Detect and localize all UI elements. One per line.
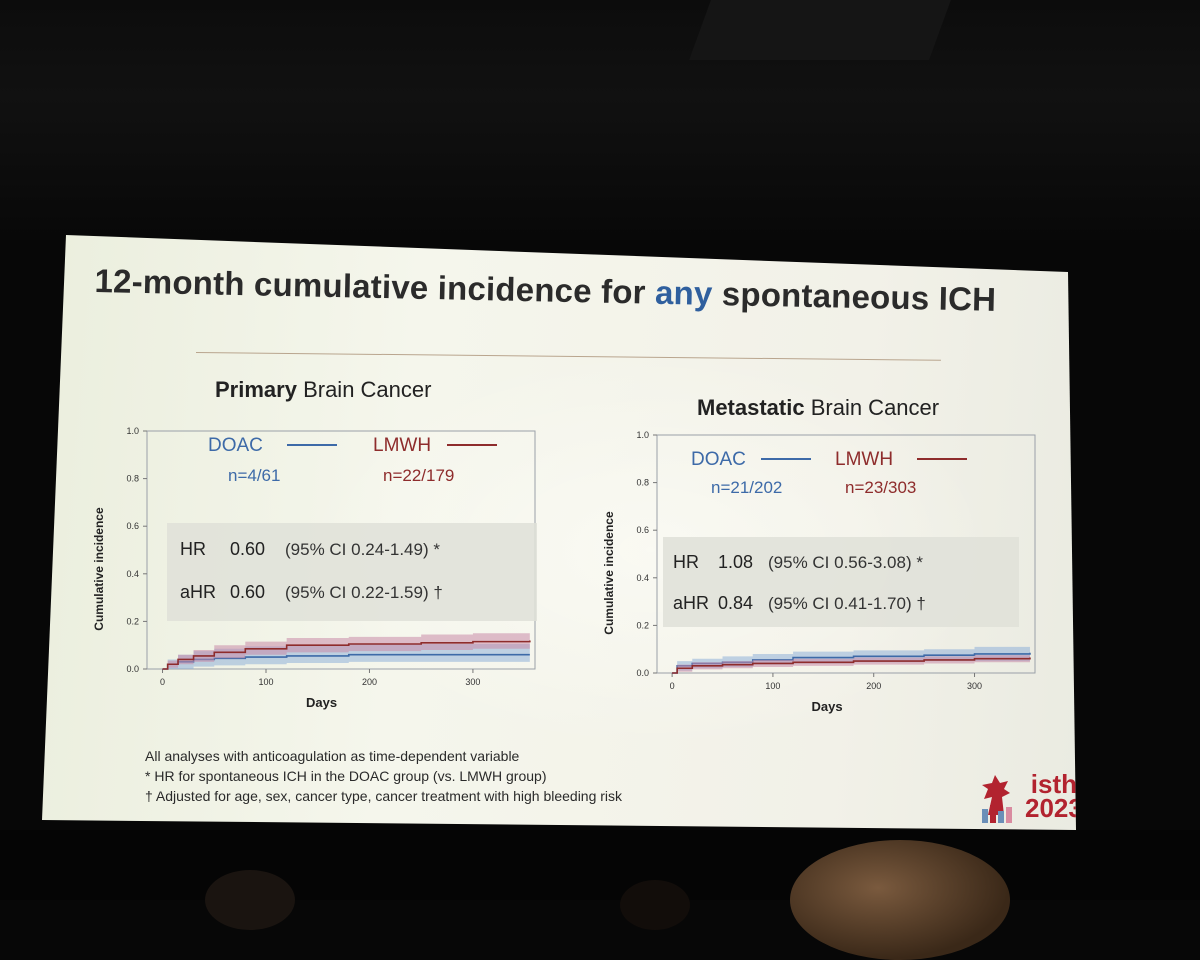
stat-value: 0.84	[718, 593, 753, 613]
stat-ci: (95% CI 0.56-3.08) *	[768, 553, 923, 572]
x-tick-label: 0	[670, 681, 675, 691]
stat-label: aHR	[180, 582, 216, 602]
y-tick-label: 0.2	[126, 616, 139, 626]
y-tick-label: 1.0	[126, 426, 139, 436]
y-tick-label: 0.6	[636, 525, 649, 535]
x-tick-label: 200	[866, 681, 881, 691]
legend-label: LMWH	[835, 449, 893, 470]
y-tick-label: 0.2	[636, 620, 649, 630]
audience-head	[790, 840, 1010, 960]
y-axis-label: Cumulative incidence	[602, 511, 616, 635]
x-tick-label: 300	[465, 677, 480, 687]
x-axis-label: Days	[812, 699, 843, 714]
slide-title: 12-month cumulative incidence for any sp…	[94, 262, 996, 319]
y-tick-label: 0.0	[126, 664, 139, 674]
stat-label: HR	[673, 552, 699, 572]
legend-label: DOAC	[691, 449, 746, 470]
ceiling-fixture	[689, 0, 951, 60]
y-tick-label: 0.6	[126, 521, 139, 531]
y-tick-label: 0.4	[636, 573, 649, 583]
logo-year: 2023	[1025, 796, 1083, 820]
audience-foreground	[0, 830, 1200, 900]
legend-n: n=23/303	[845, 478, 916, 497]
stats-box	[663, 537, 1019, 627]
footnote: † Adjusted for age, sex, cancer type, ca…	[145, 786, 622, 806]
stat-label: HR	[180, 539, 206, 559]
legend-label: DOAC	[208, 435, 263, 456]
stats-box	[167, 523, 537, 621]
panel-title-primary: Primary Brain Cancer	[215, 377, 431, 403]
y-tick-label: 0.8	[636, 478, 649, 488]
legend-n: n=4/61	[228, 466, 280, 485]
x-tick-label: 100	[765, 681, 780, 691]
stat-ci: (95% CI 0.41-1.70) †	[768, 594, 926, 613]
stat-value: 0.60	[230, 582, 265, 602]
x-tick-label: 200	[362, 677, 377, 687]
conference-logo: isth 2023	[1025, 772, 1083, 820]
stat-ci: (95% CI 0.22-1.59) †	[285, 583, 443, 602]
stat-value: 0.60	[230, 539, 265, 559]
x-tick-label: 0	[160, 677, 165, 687]
footnote: * HR for spontaneous ICH in the DOAC gro…	[145, 766, 622, 786]
panel-title-metastatic: Metastatic Brain Cancer	[697, 395, 939, 421]
audience-head	[620, 880, 690, 930]
y-axis-label: Cumulative incidence	[92, 507, 106, 631]
legend-n: n=21/202	[711, 478, 782, 497]
y-tick-label: 0.8	[126, 474, 139, 484]
stat-label: aHR	[673, 593, 709, 613]
audience-head	[205, 870, 295, 930]
y-tick-label: 0.0	[636, 668, 649, 678]
footnotes: All analyses with anticoagulation as tim…	[145, 746, 622, 806]
y-tick-label: 1.0	[636, 430, 649, 440]
room-background	[0, 0, 1200, 240]
legend-n: n=22/179	[383, 466, 454, 485]
x-tick-label: 300	[967, 681, 982, 691]
legend-label: LMWH	[373, 435, 431, 456]
x-axis-label: Days	[306, 695, 337, 710]
chart-metastatic: 0.0 0.2 0.4 0.6 0.8 1.0 0 100 200 300 Days Cumulati…	[585, 425, 1055, 725]
stat-ci: (95% CI 0.24-1.49) *	[285, 540, 440, 559]
title-emphasis: any	[655, 274, 713, 312]
footnote: All analyses with anticoagulation as tim…	[145, 746, 622, 766]
title-part: 12-month cumulative incidence for	[94, 262, 655, 311]
y-tick-label: 0.4	[126, 569, 139, 579]
title-part: spontaneous ICH	[712, 275, 996, 318]
stat-value: 1.08	[718, 552, 753, 572]
x-tick-label: 100	[258, 677, 273, 687]
chart-primary: 0.0 0.2 0.4 0.6 0.8 1.0 0 100 200 300 Days Cumulati…	[85, 415, 555, 720]
